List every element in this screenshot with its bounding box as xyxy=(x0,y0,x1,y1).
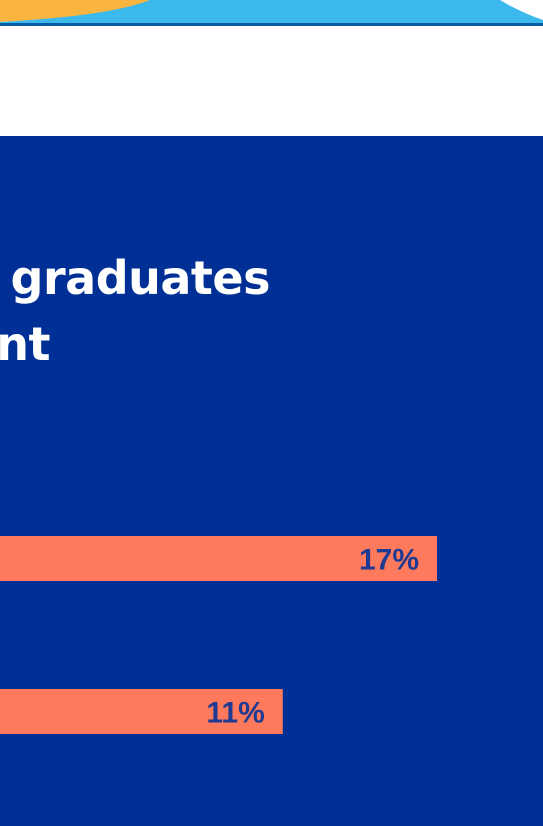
header-decoration xyxy=(0,0,543,26)
bar-0 xyxy=(0,536,437,581)
chart-title-line-1: graduates xyxy=(10,251,271,305)
bar-1 xyxy=(0,689,283,734)
header-rule xyxy=(0,23,543,26)
bar-chart: 17% 11% xyxy=(0,536,437,734)
chart-title-line-2: nt xyxy=(0,317,50,371)
bar-value-label-1: 11% xyxy=(206,697,264,730)
blue-wave xyxy=(0,0,543,26)
bar-value-label-0: 17% xyxy=(359,544,419,577)
chart-panel: graduates nt 17% 11% xyxy=(0,136,543,826)
